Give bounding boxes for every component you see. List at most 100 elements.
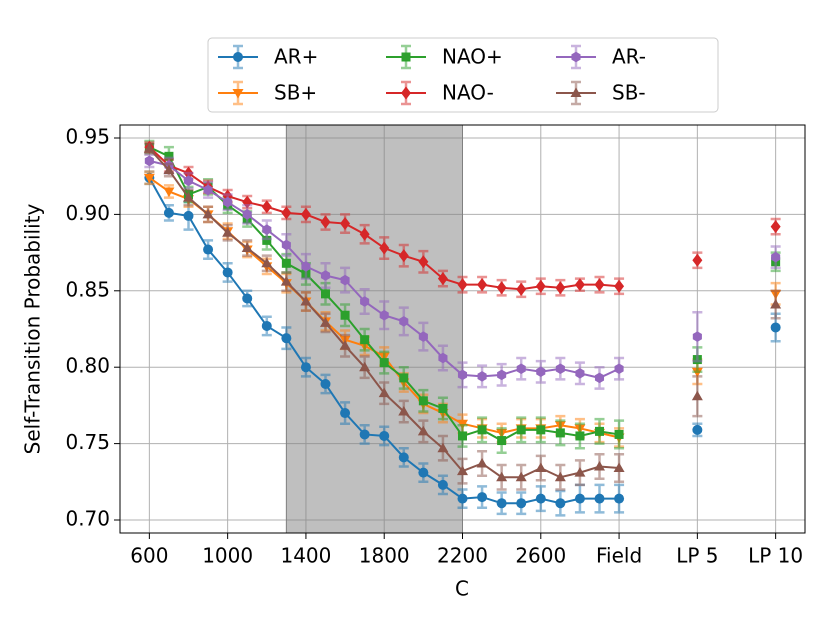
data-point (340, 408, 351, 419)
legend-marker (570, 87, 582, 97)
data-point (281, 206, 292, 220)
data-point (300, 207, 311, 221)
data-point (516, 363, 526, 374)
data-point (594, 461, 605, 471)
data-point (399, 373, 409, 383)
data-point (438, 403, 448, 413)
data-point (574, 493, 585, 504)
data-point (320, 379, 331, 390)
data-point (614, 279, 625, 293)
data-point (320, 317, 331, 327)
data-point (379, 309, 389, 321)
data-point (594, 278, 605, 292)
shaded-region (285, 124, 463, 534)
data-point (379, 241, 390, 255)
data-point (477, 425, 487, 435)
y-tick-label: 0.80 (65, 354, 110, 378)
data-point (261, 200, 272, 214)
legend-marker (233, 52, 243, 62)
data-point (242, 209, 252, 220)
data-point (535, 279, 546, 293)
data-point (418, 396, 428, 406)
legend-label: NAO- (442, 81, 494, 105)
y-tick-label: 0.95 (65, 124, 110, 148)
data-point (458, 431, 467, 441)
data-point (496, 471, 508, 482)
data-point (497, 436, 507, 446)
data-point (595, 426, 604, 436)
data-point (359, 429, 370, 440)
data-point (437, 479, 448, 490)
data-point (497, 369, 507, 381)
data-point (770, 322, 781, 333)
data-point (359, 227, 370, 241)
data-point (398, 452, 409, 463)
data-point (281, 239, 291, 251)
data-point (574, 467, 586, 477)
data-point (575, 431, 585, 441)
data-point (594, 372, 605, 384)
data-point (770, 220, 781, 234)
data-point (536, 425, 546, 435)
data-point (399, 316, 409, 327)
legend-label: AR+ (274, 45, 318, 69)
data-point (222, 267, 233, 278)
data-point (241, 242, 253, 253)
data-point (379, 358, 389, 368)
data-point (691, 390, 703, 401)
data-point (202, 208, 214, 219)
legend-marker (232, 89, 244, 99)
data-point (379, 430, 390, 441)
data-point (476, 457, 488, 468)
data-point (555, 428, 565, 438)
data-point (614, 493, 625, 504)
x-tick-label: 1800 (359, 544, 410, 568)
data-point (692, 424, 703, 435)
x-tick-label: LP 10 (748, 544, 803, 568)
y-axis-label: Self-Transition Probability (21, 203, 45, 454)
legend-marker (571, 51, 581, 63)
data-point (417, 425, 429, 436)
data-point (300, 295, 312, 306)
y-tick-label: 0.90 (65, 201, 110, 225)
data-point (163, 207, 174, 218)
data-point (340, 274, 350, 286)
data-point (555, 498, 566, 509)
x-axis-label: C (455, 577, 469, 601)
data-point (554, 471, 566, 482)
data-point (340, 310, 350, 320)
data-point (457, 369, 468, 381)
data-point (614, 429, 624, 439)
data-point (477, 371, 487, 382)
plot-frame (119, 124, 806, 534)
data-point (535, 493, 546, 504)
x-tick-label: 2200 (437, 544, 488, 568)
data-point (555, 281, 566, 295)
legend-label: NAO+ (442, 45, 503, 69)
y-tick-label: 0.75 (65, 430, 110, 454)
x-tick-label: 2600 (515, 544, 566, 568)
data-point (339, 340, 351, 350)
legend-label: SB- (612, 81, 646, 105)
data-point (143, 173, 155, 184)
data-point (242, 293, 253, 304)
data-point (203, 184, 213, 196)
data-point (574, 278, 585, 292)
data-point (437, 442, 449, 453)
data-point (320, 270, 331, 281)
data-point (771, 251, 781, 263)
x-tick-label: 1400 (280, 544, 331, 568)
data-point (496, 281, 507, 295)
data-point (163, 164, 175, 175)
y-tick-label: 0.70 (65, 507, 110, 531)
data-point (262, 235, 272, 245)
data-point (516, 282, 527, 296)
data-point (320, 215, 331, 229)
data-point (477, 492, 488, 503)
data-point (418, 331, 428, 342)
data-point (516, 498, 527, 509)
data-point (536, 366, 546, 378)
data-point (183, 210, 194, 221)
